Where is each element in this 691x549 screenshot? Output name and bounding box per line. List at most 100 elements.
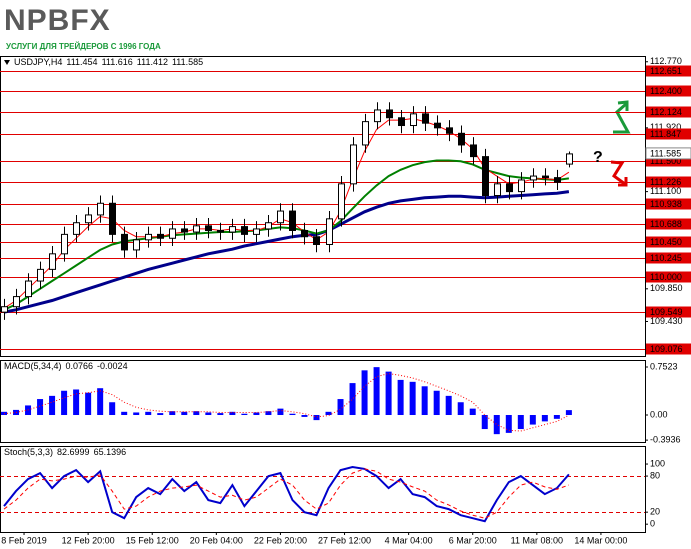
candle-body [289,210,296,231]
level-label: 110.938 [650,199,682,209]
pane-header: MACD(5,34,4) 0.0766 -0.0024 [4,361,128,371]
histogram-bar [541,415,548,422]
level-label-box [646,343,691,355]
last-price-box [645,147,691,160]
indicator-line [3,159,570,311]
candle-body [241,226,248,235]
histogram-bar [505,415,512,433]
candle-body [313,236,320,245]
level-label: 110.688 [650,219,682,229]
candle-body [277,210,284,224]
candle-body [25,280,32,298]
x-tick-label: 8 Feb 2019 [1,535,47,545]
logo: NPBFX [4,4,111,37]
level-label: 111.226 [650,177,681,187]
level-label: 112.400 [650,86,682,96]
candle-body [181,228,188,233]
level-label-box [646,271,691,283]
level-label-box [646,176,691,188]
histogram-bar [313,415,320,421]
histogram-bar [241,413,248,416]
histogram-bar [349,383,356,416]
histogram-bar [433,390,440,416]
candle-body [73,222,80,235]
histogram-bar [337,399,344,416]
candle-body [13,296,20,308]
candle-body [374,109,381,123]
histogram-bar [517,415,524,430]
header-value: 82.6999 [57,447,90,457]
histogram-bar [253,412,260,416]
histogram-bar [85,392,92,416]
candle-body [97,202,104,216]
level-label-box [646,306,691,318]
y-tick-label: 111.100 [650,186,681,196]
histogram-bar [361,370,368,416]
histogram-bar [61,390,68,416]
candle-body [386,109,393,119]
level-label-box [646,106,691,118]
level-label: 110.450 [650,237,682,247]
header-value: 111.616 [102,57,133,67]
candle-body [338,183,345,220]
candle-body [530,175,537,181]
histogram-bar [49,395,56,416]
x-tick-label: 14 Mar 00:00 [574,535,627,545]
histogram-bar [445,395,452,416]
histogram-bar [145,411,152,416]
level-label-box [646,65,691,77]
histogram-bar [229,411,236,416]
histogram-bar [409,381,416,416]
candle-body [169,228,176,239]
indicator-line [3,468,570,519]
y-tick-label: 109.850 [650,283,683,293]
candle-body [265,222,272,230]
candle-body [133,239,140,251]
y-tick-label: 112.770 [650,56,682,66]
candle-body [398,117,405,127]
level-label: 110.000 [650,272,682,282]
histogram-bar [301,415,308,417]
forecast-arrow-up [613,100,631,134]
candle-body [434,122,441,129]
y-tick-label: 109.430 [650,316,683,326]
level-label-box [646,128,691,140]
histogram-bar [121,411,128,416]
candle-body [458,132,465,146]
level-label: 111.847 [650,129,681,139]
header-value: 111.585 [172,57,203,67]
candle-body [253,228,260,235]
candle-body [326,218,333,245]
y-tick-label: 0 [650,519,655,529]
histogram-bar [169,411,176,416]
logo-tagline: УСЛУГИ ДЛЯ ТРЕЙДЕРОВ С 1996 ГОДА [6,42,161,51]
histogram-bar [469,408,476,416]
histogram-bar [553,415,560,419]
indicator-line [3,465,570,523]
candle-body [482,156,489,197]
candle-body [494,183,501,197]
pane-frame [0,446,646,533]
histogram-bar [181,411,188,416]
histogram-bar [37,399,44,416]
level-label-box [646,198,691,210]
candle-body [566,153,573,165]
histogram-bar [265,411,272,416]
pane-title: Stoch(5,3,3) [4,447,53,457]
candle-body [470,144,477,158]
annotation: ? [593,149,603,166]
candle-body [85,214,92,224]
candle-body [350,144,357,185]
candle-body [229,226,236,233]
candle-body [205,225,212,231]
histogram-bar [493,415,500,435]
histogram-bar [421,386,428,416]
candle-body [554,177,561,183]
candle-body [49,253,56,270]
candle-body [121,233,128,251]
y-tick-label: 0.7523 [650,361,678,371]
x-tick-label: 6 Mar 20:00 [449,535,497,545]
header-value: 111.454 [66,57,97,67]
